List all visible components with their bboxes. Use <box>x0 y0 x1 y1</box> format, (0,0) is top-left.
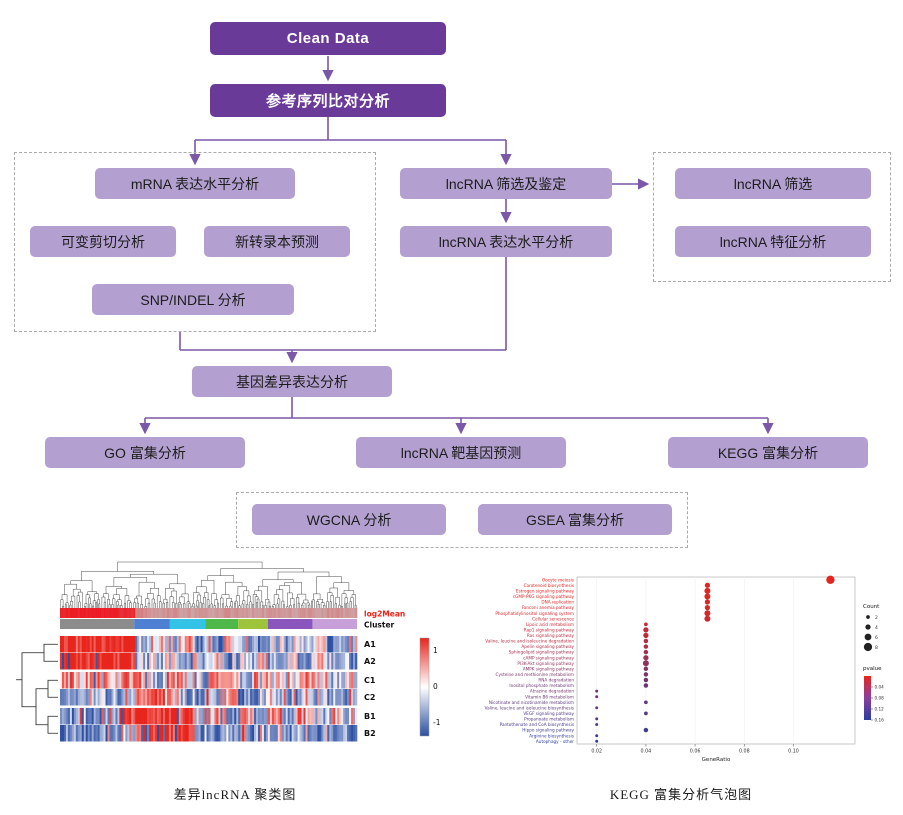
node-kegg-enrich: KEGG 富集分析 <box>668 437 868 468</box>
svg-text:0.02: 0.02 <box>591 749 602 755</box>
svg-text:Carotenoid biosynthesis: Carotenoid biosynthesis <box>524 583 574 588</box>
svg-text:Ras signaling pathway: Ras signaling pathway <box>527 633 575 638</box>
node-diff-expr: 基因差异表达分析 <box>192 366 392 397</box>
kegg-bubble-figure: 0.02 0.04 0.06 0.08 0.10 GeneRatio Oocyte meio… <box>485 575 885 763</box>
node-lnc-expr: lncRNA 表达水平分析 <box>400 226 612 257</box>
svg-text:log2Mean: log2Mean <box>364 610 405 619</box>
svg-text:Propanoate metabolism: Propanoate metabolism <box>524 717 574 722</box>
svg-text:A2: A2 <box>364 657 376 666</box>
svg-text:2: 2 <box>875 615 878 621</box>
svg-text:Oocyte meiosis: Oocyte meiosis <box>542 577 574 582</box>
svg-text:Hippo signaling pathway: Hippo signaling pathway <box>522 728 574 733</box>
svg-text:Valine, leucine and isoleucine: Valine, leucine and isoleucine degradati… <box>485 639 574 644</box>
svg-text:Apelin signaling pathway: Apelin signaling pathway <box>521 644 574 649</box>
group-lncrna-screen <box>653 152 891 282</box>
node-clean-data: Clean Data <box>210 22 446 55</box>
svg-text:0.08: 0.08 <box>875 696 885 701</box>
svg-text:6: 6 <box>875 635 878 641</box>
svg-text:0.04: 0.04 <box>875 685 885 690</box>
node-new-transcript: 新转录本预测 <box>204 226 350 257</box>
node-lnc-screen-id: lncRNA 筛选及鉴定 <box>400 168 612 199</box>
svg-text:pvalue: pvalue <box>863 666 882 672</box>
heatmap-caption: 差异lncRNA 聚类图 <box>173 787 297 802</box>
heatmap-figure: A1 A2 C1 C2 B1 B2 log2Mean Cluster 1 0 -1 <box>16 561 441 742</box>
svg-text:Fanconi anemia pathway: Fanconi anemia pathway <box>522 605 575 610</box>
svg-text:0.08: 0.08 <box>739 749 750 755</box>
node-alt-splice: 可变剪切分析 <box>30 226 176 257</box>
node-snp-indel: SNP/INDEL 分析 <box>92 284 294 315</box>
svg-text:A1: A1 <box>364 640 376 649</box>
svg-text:0.06: 0.06 <box>690 749 701 755</box>
svg-text:Autophagy - other: Autophagy - other <box>536 739 574 744</box>
svg-text:C1: C1 <box>364 676 376 685</box>
svg-text:cGMP-PKG signaling pathway: cGMP-PKG signaling pathway <box>513 594 575 599</box>
svg-text:8: 8 <box>875 645 878 651</box>
svg-text:Valine, leucine and isoleucine: Valine, leucine and isoleucine biosynthe… <box>485 705 574 710</box>
svg-text:DNA replication: DNA replication <box>541 600 574 605</box>
svg-text:AMPK signaling pathway: AMPK signaling pathway <box>523 666 575 671</box>
node-mrna-expr: mRNA 表达水平分析 <box>95 168 295 199</box>
svg-text:-1: -1 <box>433 718 441 727</box>
svg-text:Phosphatidylinositol signaling: Phosphatidylinositol signaling system <box>495 611 574 616</box>
group-optional-analysis <box>236 492 688 548</box>
svg-text:VEGF signaling pathway: VEGF signaling pathway <box>523 711 574 716</box>
svg-text:4: 4 <box>875 625 878 631</box>
node-lnc-feature: lncRNA 特征分析 <box>675 226 871 257</box>
svg-text:B2: B2 <box>364 729 376 738</box>
svg-text:0: 0 <box>433 682 438 691</box>
svg-text:Atrazine degradation: Atrazine degradation <box>530 689 574 694</box>
svg-text:0.10: 0.10 <box>788 749 799 755</box>
node-gsea: GSEA 富集分析 <box>478 504 672 535</box>
group-mrna-analysis <box>14 152 376 332</box>
svg-text:0.12: 0.12 <box>875 707 885 712</box>
svg-text:Cysteine and methionine metabo: Cysteine and methionine metabolism <box>496 672 574 677</box>
svg-text:Nicotinate and nicotinamide me: Nicotinate and nicotinamide metabolism <box>489 700 574 705</box>
node-target-pred: lncRNA 靶基因预测 <box>356 437 566 468</box>
svg-text:Cellular senescence: Cellular senescence <box>532 616 574 621</box>
svg-text:0.16: 0.16 <box>875 718 885 723</box>
node-ref-align: 参考序列比对分析 <box>210 84 446 117</box>
svg-text:Rap1 signaling pathway: Rap1 signaling pathway <box>524 628 575 633</box>
svg-text:B1: B1 <box>364 712 376 721</box>
bubble-caption: KEGG 富集分析气泡图 <box>609 787 753 802</box>
svg-text:1: 1 <box>433 646 438 655</box>
svg-text:0.04: 0.04 <box>641 749 652 755</box>
svg-text:Estrogen signaling pathway: Estrogen signaling pathway <box>516 589 575 594</box>
node-wgcna: WGCNA 分析 <box>252 504 446 535</box>
svg-text:Inositol phosphate metabolism: Inositol phosphate metabolism <box>509 683 574 688</box>
svg-text:Vitamin B6 metabolism: Vitamin B6 metabolism <box>525 694 574 699</box>
svg-text:Pantothenate and CoA biosynthe: Pantothenate and CoA biosynthesis <box>500 722 574 727</box>
svg-text:C2: C2 <box>364 693 375 702</box>
svg-text:cAMP signaling pathway: cAMP signaling pathway <box>523 655 574 660</box>
node-lnc-screen: lncRNA 筛选 <box>675 168 871 199</box>
svg-text:Arginine biosynthesis: Arginine biosynthesis <box>529 733 574 738</box>
svg-text:Lipoic acid metabolism: Lipoic acid metabolism <box>526 622 574 627</box>
svg-text:GeneRatio: GeneRatio <box>702 757 731 763</box>
svg-text:RNA degradation: RNA degradation <box>538 678 574 683</box>
node-go-enrich: GO 富集分析 <box>45 437 245 468</box>
svg-text:PI3K-Akt signaling pathway: PI3K-Akt signaling pathway <box>517 661 574 666</box>
svg-text:Sphingolipid signaling pathway: Sphingolipid signaling pathway <box>509 650 575 655</box>
svg-text:Cluster: Cluster <box>364 621 395 630</box>
svg-text:Count: Count <box>863 604 880 610</box>
